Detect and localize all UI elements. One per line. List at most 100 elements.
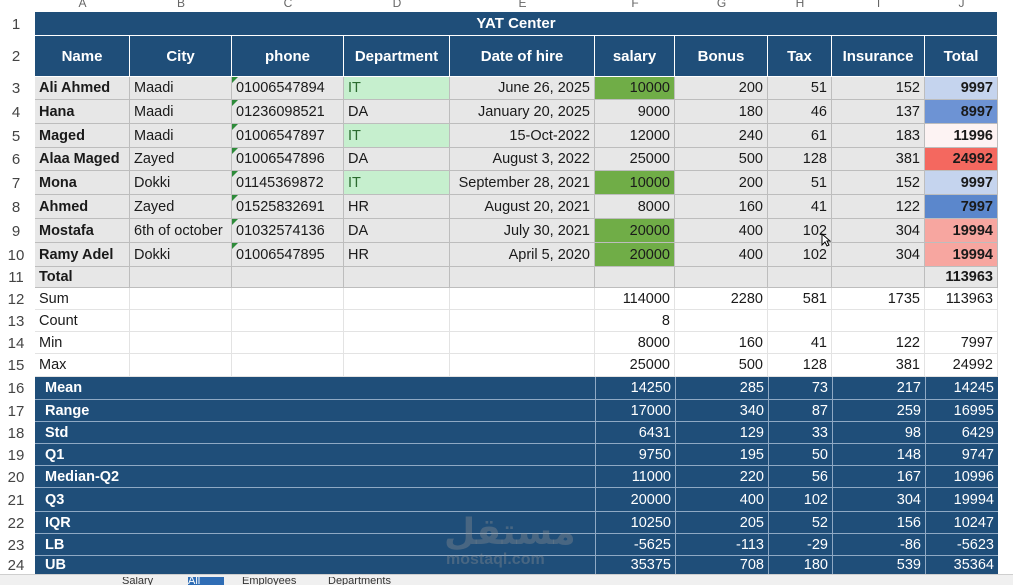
stat-total[interactable]: 7997 <box>925 332 998 354</box>
stat-empty[interactable] <box>450 354 595 377</box>
adv-stat-bonus[interactable]: 340 <box>675 400 768 422</box>
employee-bonus[interactable]: 180 <box>675 100 768 124</box>
row-number[interactable]: 14 <box>7 334 25 352</box>
employee-tax[interactable]: 41 <box>768 195 832 219</box>
employee-department[interactable]: DA <box>344 100 450 124</box>
stat-label[interactable]: Sum <box>35 288 130 310</box>
adv-stat-label[interactable]: Q1 <box>35 444 595 466</box>
row-number[interactable]: 6 <box>11 151 21 168</box>
employee-total[interactable]: 9997 <box>925 171 998 195</box>
header-total[interactable]: Total <box>925 36 998 77</box>
header-phone[interactable]: phone <box>232 36 344 77</box>
adv-stat-insurance[interactable]: 156 <box>832 512 925 534</box>
employee-hire-date[interactable]: September 28, 2021 <box>450 171 595 195</box>
employee-department[interactable]: HR <box>344 243 450 267</box>
row-number[interactable]: 11 <box>8 269 24 286</box>
header-salary[interactable]: salary <box>595 36 675 77</box>
employee-bonus[interactable]: 400 <box>675 219 768 243</box>
employee-department[interactable]: IT <box>344 124 450 148</box>
stat-empty[interactable] <box>232 288 344 310</box>
adv-stat-total[interactable]: 35364 <box>925 556 998 575</box>
row-number[interactable]: 7 <box>11 174 21 192</box>
adv-stat-tax[interactable]: 56 <box>768 466 832 488</box>
employee-insurance[interactable]: 304 <box>832 219 925 243</box>
stat-empty[interactable] <box>344 288 450 310</box>
employee-phone[interactable]: 01236098521 <box>232 100 344 124</box>
adv-stat-salary[interactable]: 11000 <box>595 466 675 488</box>
header-bonus[interactable]: Bonus <box>675 36 768 77</box>
adv-stat-tax[interactable]: 102 <box>768 488 832 512</box>
adv-stat-bonus[interactable]: 129 <box>675 422 768 444</box>
adv-stat-bonus[interactable]: 220 <box>675 466 768 488</box>
adv-stat-bonus[interactable]: 205 <box>675 512 768 534</box>
employee-department[interactable]: DA <box>344 219 450 243</box>
adv-stat-label[interactable]: Median-Q2 <box>35 466 595 488</box>
adv-stat-tax[interactable]: 180 <box>768 556 832 575</box>
employee-city[interactable]: Maadi <box>130 77 232 100</box>
employee-salary[interactable]: 25000 <box>595 148 675 171</box>
adv-stat-total[interactable]: -5623 <box>925 534 998 556</box>
stat-empty[interactable] <box>450 310 595 332</box>
total-row-empty[interactable] <box>595 267 675 288</box>
stat-empty[interactable] <box>130 310 232 332</box>
adv-stat-salary[interactable]: 14250 <box>595 377 675 400</box>
row-number[interactable]: 19 <box>7 446 25 464</box>
adv-stat-bonus[interactable]: 708 <box>675 556 768 575</box>
row-number[interactable]: 2 <box>11 48 21 65</box>
row-number[interactable]: 17 <box>7 402 25 420</box>
employee-bonus[interactable]: 160 <box>675 195 768 219</box>
employee-bonus[interactable]: 240 <box>675 124 768 148</box>
employee-total[interactable]: 19994 <box>925 219 998 243</box>
row-number[interactable]: 5 <box>11 127 21 145</box>
employee-salary[interactable]: 20000 <box>595 243 675 267</box>
column-header-g[interactable]: G <box>716 0 727 10</box>
row-number[interactable]: 3 <box>11 80 21 97</box>
stat-total[interactable]: 113963 <box>925 288 998 310</box>
adv-stat-bonus[interactable]: 285 <box>675 377 768 400</box>
adv-stat-salary[interactable]: 6431 <box>595 422 675 444</box>
sheet-tab-all[interactable]: All <box>188 577 224 585</box>
adv-stat-insurance[interactable]: 98 <box>832 422 925 444</box>
adv-stat-total[interactable]: 19994 <box>925 488 998 512</box>
stat-empty[interactable] <box>130 354 232 377</box>
employee-insurance[interactable]: 152 <box>832 77 925 100</box>
total-row-empty[interactable] <box>832 267 925 288</box>
total-row-label[interactable]: Total <box>35 267 130 288</box>
employee-salary[interactable]: 10000 <box>595 171 675 195</box>
row-number[interactable]: 21 <box>7 491 25 509</box>
employee-tax[interactable]: 46 <box>768 100 832 124</box>
adv-stat-total[interactable]: 6429 <box>925 422 998 444</box>
employee-total[interactable]: 24992 <box>925 148 998 171</box>
stat-bonus[interactable]: 160 <box>675 332 768 354</box>
employee-salary[interactable]: 8000 <box>595 195 675 219</box>
adv-stat-insurance[interactable]: 167 <box>832 466 925 488</box>
stat-empty[interactable] <box>130 332 232 354</box>
header-department[interactable]: Department <box>344 36 450 77</box>
total-row-empty[interactable] <box>675 267 768 288</box>
row-number[interactable]: 4 <box>11 103 21 121</box>
adv-stat-total[interactable]: 9747 <box>925 444 998 466</box>
row-number[interactable]: 20 <box>7 468 25 486</box>
employee-hire-date[interactable]: January 20, 2025 <box>450 100 595 124</box>
employee-insurance[interactable]: 152 <box>832 171 925 195</box>
stat-insurance[interactable]: 122 <box>832 332 925 354</box>
adv-stat-insurance[interactable]: 304 <box>832 488 925 512</box>
adv-stat-salary[interactable]: 20000 <box>595 488 675 512</box>
adv-stat-insurance[interactable]: -86 <box>832 534 925 556</box>
column-header-j[interactable]: J <box>958 0 965 10</box>
adv-stat-salary[interactable]: 10250 <box>595 512 675 534</box>
employee-bonus[interactable]: 200 <box>675 77 768 100</box>
column-header-b[interactable]: B <box>176 0 185 10</box>
row-number[interactable]: 23 <box>7 536 25 554</box>
adv-stat-bonus[interactable]: 195 <box>675 444 768 466</box>
total-row-value[interactable]: 113963 <box>925 267 998 288</box>
row-number[interactable]: 15 <box>7 357 25 374</box>
adv-stat-salary[interactable]: 35375 <box>595 556 675 575</box>
stat-tax[interactable] <box>768 310 832 332</box>
employee-insurance[interactable]: 304 <box>832 243 925 267</box>
row-number[interactable]: 12 <box>7 290 25 308</box>
employee-hire-date[interactable]: 15-Oct-2022 <box>450 124 595 148</box>
employee-department[interactable]: HR <box>344 195 450 219</box>
employee-bonus[interactable]: 500 <box>675 148 768 171</box>
